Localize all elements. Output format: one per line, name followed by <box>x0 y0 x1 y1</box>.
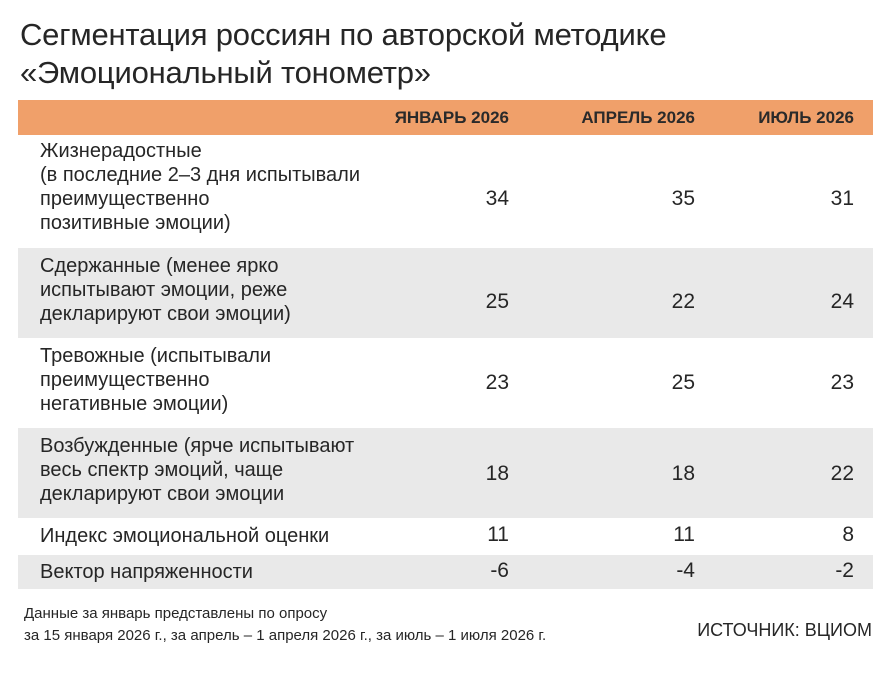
cell-value: 31 <box>830 187 854 210</box>
cell-value: -6 <box>490 559 509 582</box>
row-label-line: Тревожные (испытывали <box>40 345 272 367</box>
table-row: Вектор напряженности -6 -4 -2 <box>18 555 873 589</box>
cell-value: 23 <box>830 371 854 394</box>
table-row: Индекс эмоциональной оценки 11 11 8 <box>18 518 873 555</box>
row-label: Сдержанные (менее ярко испытывают эмоции… <box>40 254 291 326</box>
row-label-line: Сдержанные (менее ярко <box>40 255 279 277</box>
cell-value: -2 <box>835 559 854 582</box>
source-label: ИСТОЧНИК: ВЦИОМ <box>697 620 872 640</box>
column-header-january: ЯНВАРЬ 2026 <box>394 108 509 127</box>
row-label-line: декларируют свои эмоции <box>40 483 285 505</box>
cell-value: 22 <box>671 290 695 313</box>
row-label-line: декларируют свои эмоции) <box>40 303 291 325</box>
cell-value: -4 <box>676 559 695 582</box>
table-row: Возбужденные (ярче испытывают весь спект… <box>18 428 873 518</box>
row-label-line: Жизнерадостные <box>40 140 202 162</box>
row-label-line: позитивные эмоции) <box>40 212 231 234</box>
cell-value: 22 <box>830 462 854 485</box>
row-label-line: испытывают эмоции, реже <box>40 279 288 301</box>
row-label: Тревожные (испытывали преимущественно не… <box>40 344 271 416</box>
row-label-line: преимущественно <box>40 369 210 391</box>
column-header-april: АПРЕЛЬ 2026 <box>581 108 695 127</box>
cell-value: 24 <box>830 290 854 313</box>
footnote: Данные за январь представлены по опросу … <box>24 603 546 647</box>
row-label: Возбужденные (ярче испытывают весь спект… <box>40 434 354 506</box>
row-label-line: негативные эмоции) <box>40 393 229 415</box>
row-label: Жизнерадостные (в последние 2–3 дня испы… <box>40 139 360 235</box>
row-label-line: (в последние 2–3 дня испытывали <box>40 164 361 186</box>
table-row: Тревожные (испытывали преимущественно не… <box>18 338 873 428</box>
cell-value: 18 <box>485 462 509 485</box>
cell-value: 34 <box>485 187 509 210</box>
cell-value: 18 <box>671 462 695 485</box>
cell-value: 35 <box>671 187 695 210</box>
title-line-2: «Эмоциональный тонометр» <box>20 55 431 90</box>
row-label: Индекс эмоциональной оценки <box>40 524 329 548</box>
table-header: ЯНВАРЬ 2026 АПРЕЛЬ 2026 ИЮЛЬ 2026 <box>18 100 873 135</box>
row-label-line: весь спектр эмоций, чаще <box>40 459 284 481</box>
cell-value: 23 <box>485 371 509 394</box>
table-row: Сдержанные (менее ярко испытывают эмоции… <box>18 248 873 338</box>
page-title: Сегментация россиян по авторской методик… <box>20 16 880 92</box>
row-label-line: преимущественно <box>40 188 210 210</box>
cell-value: 8 <box>842 523 854 546</box>
cell-value: 25 <box>485 290 509 313</box>
row-label: Вектор напряженности <box>40 560 253 584</box>
column-header-july: ИЮЛЬ 2026 <box>758 108 854 127</box>
table-row: Жизнерадостные (в последние 2–3 дня испы… <box>18 135 873 248</box>
footnote-line-1: Данные за январь представлены по опросу <box>24 605 328 622</box>
cell-value: 25 <box>671 371 695 394</box>
row-label-line: Индекс эмоциональной оценки <box>40 525 330 547</box>
segmentation-table: ЯНВАРЬ 2026 АПРЕЛЬ 2026 ИЮЛЬ 2026 Жизнер… <box>18 100 873 589</box>
row-label-line: Возбужденные (ярче испытывают <box>40 435 355 457</box>
footnote-line-2: за 15 января 2026 г., за апрель – 1 апре… <box>24 627 547 644</box>
title-line-1: Сегментация россиян по авторской методик… <box>20 17 667 52</box>
cell-value: 11 <box>487 523 509 546</box>
row-label-line: Вектор напряженности <box>40 561 253 583</box>
cell-value: 11 <box>673 523 695 546</box>
